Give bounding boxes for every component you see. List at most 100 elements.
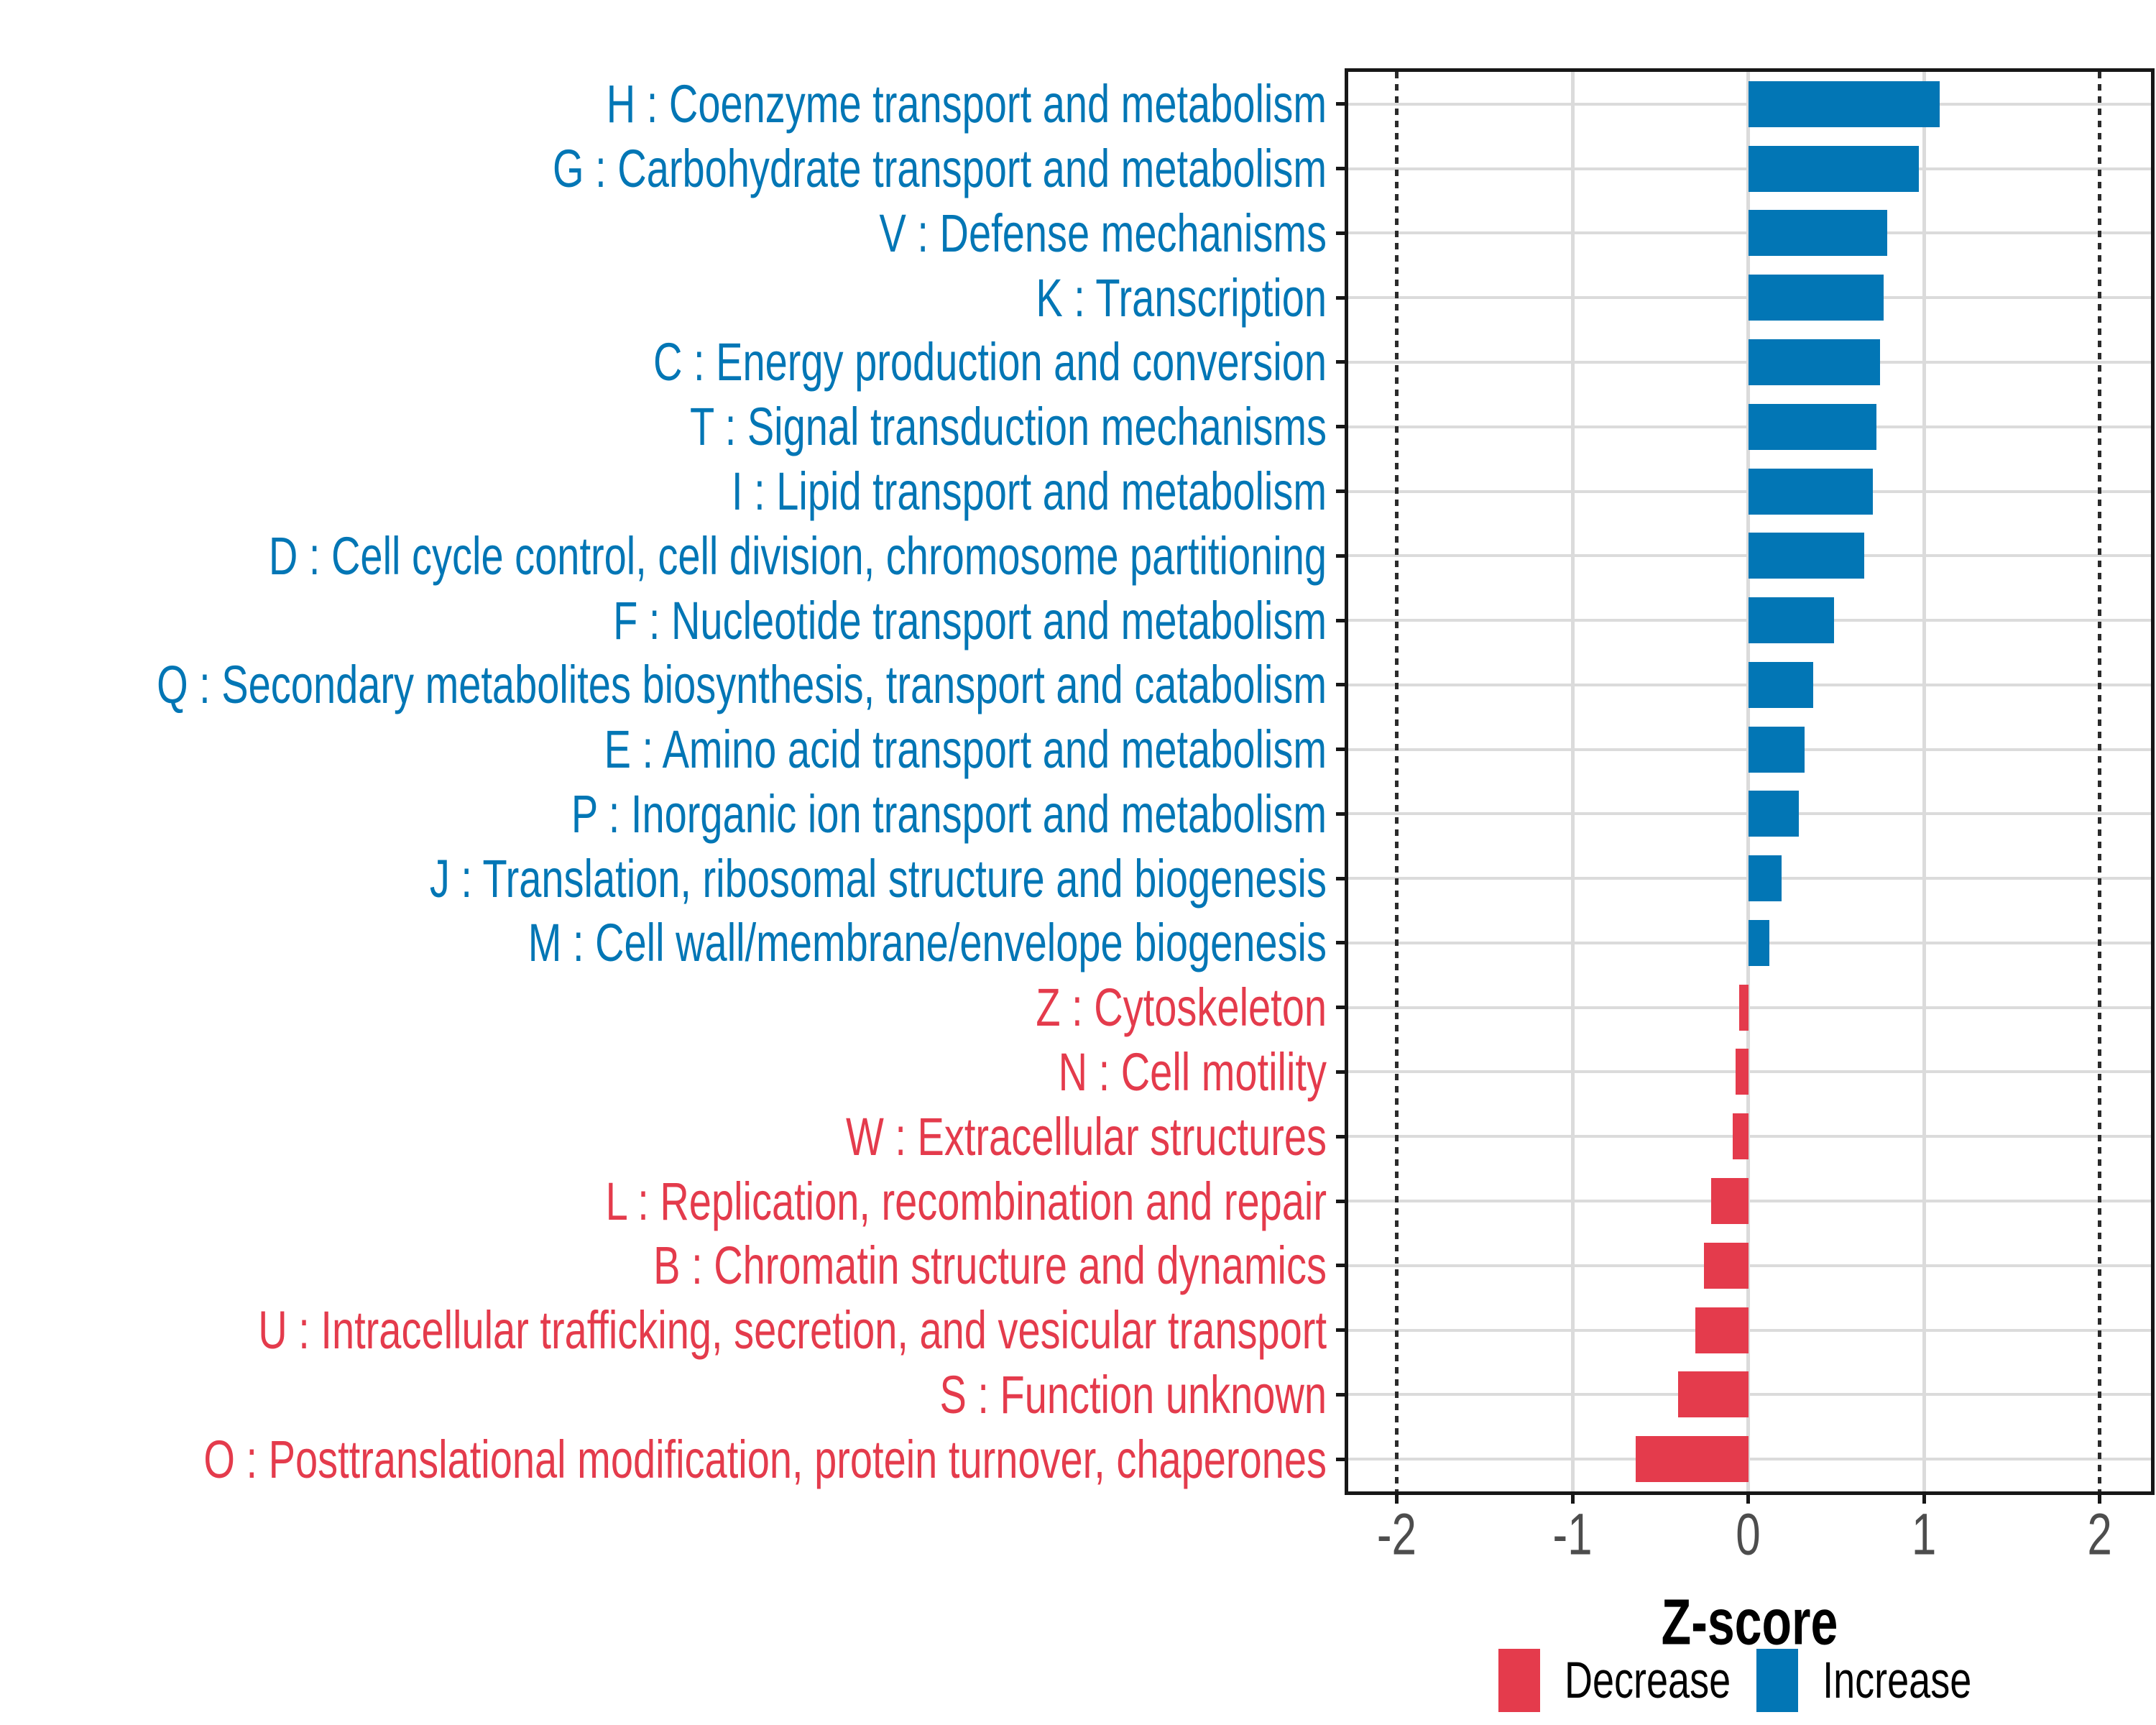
x-axis-tick bbox=[1570, 1491, 1575, 1504]
x-axis-title-text: Z-score bbox=[1661, 1586, 1838, 1659]
category-label-text: T : Signal transduction mechanisms bbox=[689, 397, 1327, 457]
y-axis-tick bbox=[1336, 425, 1348, 429]
category-label-text: O : Posttranslational modification, prot… bbox=[203, 1429, 1327, 1489]
bar-T bbox=[1748, 403, 1877, 450]
bar-U bbox=[1695, 1307, 1749, 1353]
bar-M bbox=[1748, 919, 1769, 966]
x-axis-tick-label: 0 bbox=[1691, 1502, 1806, 1568]
x-axis-tick bbox=[1746, 1491, 1751, 1504]
bar-C bbox=[1748, 339, 1880, 385]
category-label: H : Coenzyme transport and metabolism bbox=[0, 72, 1327, 137]
y-axis-tick bbox=[1336, 1070, 1348, 1074]
x-axis-tick-label-text: -1 bbox=[1552, 1501, 1593, 1568]
category-label: S : Function unknown bbox=[0, 1362, 1327, 1427]
y-axis-tick bbox=[1336, 167, 1348, 171]
category-label: Q : Secondary metabolites biosynthesis, … bbox=[0, 653, 1327, 717]
category-label: K : Transcription bbox=[0, 265, 1327, 330]
bar-G bbox=[1748, 145, 1919, 192]
category-label: C : Energy production and conversion bbox=[0, 330, 1327, 395]
category-label-text: I : Lipid transport and metabolism bbox=[732, 461, 1327, 522]
y-axis-tick bbox=[1336, 1199, 1348, 1203]
x-axis-tick bbox=[1394, 1491, 1399, 1504]
dotted-reference-line bbox=[2098, 72, 2102, 1491]
bar-V bbox=[1748, 210, 1887, 257]
category-label-text: B : Chromatin structure and dynamics bbox=[653, 1236, 1327, 1296]
x-axis-tick-label-text: 2 bbox=[2087, 1501, 2112, 1568]
bar-H bbox=[1748, 80, 1940, 127]
x-axis-tick-label: -1 bbox=[1515, 1502, 1630, 1568]
y-axis-tick bbox=[1336, 1392, 1348, 1397]
y-axis-tick bbox=[1336, 748, 1348, 752]
x-axis-tick-label-text: 0 bbox=[1736, 1501, 1761, 1568]
bar-K bbox=[1748, 275, 1884, 321]
y-axis-tick bbox=[1336, 1006, 1348, 1010]
x-axis-tick-label: 2 bbox=[2042, 1502, 2156, 1568]
y-axis-tick bbox=[1336, 102, 1348, 106]
category-label-text: F : Nucleotide transport and metabolism bbox=[613, 590, 1327, 650]
category-label-text: V : Defense mechanisms bbox=[879, 203, 1327, 264]
y-axis-tick bbox=[1336, 1328, 1348, 1333]
bar-B bbox=[1704, 1242, 1749, 1289]
y-axis-tick bbox=[1336, 360, 1348, 364]
y-axis-tick bbox=[1336, 1264, 1348, 1268]
increase-color-swatch bbox=[1756, 1649, 1799, 1712]
x-axis-tick bbox=[1922, 1491, 1926, 1504]
category-label-text: D : Cell cycle control, cell division, c… bbox=[268, 525, 1327, 586]
legend-label-increase: Increase bbox=[1823, 1652, 1972, 1709]
bar-O bbox=[1636, 1436, 1749, 1483]
category-label: O : Posttranslational modification, prot… bbox=[0, 1427, 1327, 1491]
category-label: T : Signal transduction mechanisms bbox=[0, 395, 1327, 459]
category-label-text: L : Replication, recombination and repai… bbox=[605, 1171, 1327, 1231]
category-label-text: P : Inorganic ion transport and metaboli… bbox=[571, 783, 1327, 844]
category-label: L : Replication, recombination and repai… bbox=[0, 1169, 1327, 1233]
category-label: J : Translation, ribosomal structure and… bbox=[0, 846, 1327, 911]
category-label: G : Carbohydrate transport and metabolis… bbox=[0, 137, 1327, 201]
bar-D bbox=[1748, 533, 1864, 579]
x-axis-tick-label-text: -2 bbox=[1376, 1501, 1417, 1568]
category-label-text: N : Cell motility bbox=[1058, 1041, 1327, 1103]
decrease-color-swatch bbox=[1498, 1649, 1540, 1712]
x-axis-tick-label: 1 bbox=[1866, 1502, 1981, 1568]
y-axis-tick bbox=[1336, 553, 1348, 558]
y-axis-tick bbox=[1336, 811, 1348, 816]
category-label-text: H : Coenzyme transport and metabolism bbox=[606, 74, 1327, 134]
category-label: V : Defense mechanisms bbox=[0, 201, 1327, 265]
legend-label-decrease: Decrease bbox=[1565, 1652, 1731, 1709]
category-label: Z : Cytoskeleton bbox=[0, 975, 1327, 1040]
bar-L bbox=[1711, 1178, 1749, 1225]
legend-item-increase: Increase bbox=[1756, 1649, 1971, 1712]
legend-item-decrease: Decrease bbox=[1498, 1649, 1731, 1712]
category-label: P : Inorganic ion transport and metaboli… bbox=[0, 781, 1327, 846]
y-axis-tick bbox=[1336, 1457, 1348, 1461]
bar-S bbox=[1677, 1371, 1749, 1418]
category-label-text: Q : Secondary metabolites biosynthesis, … bbox=[157, 655, 1327, 715]
category-label: M : Cell wall/membrane/envelope biogenes… bbox=[0, 911, 1327, 975]
category-label: D : Cell cycle control, cell division, c… bbox=[0, 523, 1327, 588]
category-label-text: W : Extracellular structures bbox=[845, 1106, 1327, 1167]
dotted-reference-line bbox=[1394, 72, 1399, 1491]
category-label-text: Z : Cytoskeleton bbox=[1036, 978, 1327, 1038]
y-axis-tick bbox=[1336, 683, 1348, 687]
category-label: U : Intracellular trafficking, secretion… bbox=[0, 1298, 1327, 1363]
vertical-gridline bbox=[1570, 72, 1575, 1491]
category-label: W : Extracellular structures bbox=[0, 1104, 1327, 1169]
category-label-text: U : Intracellular trafficking, secretion… bbox=[258, 1300, 1327, 1361]
bar-Z bbox=[1739, 984, 1749, 1031]
bar-J bbox=[1748, 855, 1782, 902]
y-axis-tick bbox=[1336, 941, 1348, 945]
y-axis-tick bbox=[1336, 876, 1348, 880]
x-axis-tick bbox=[2098, 1491, 2102, 1504]
category-label-text: G : Carbohydrate transport and metabolis… bbox=[553, 139, 1327, 199]
category-label-text: M : Cell wall/membrane/envelope biogenes… bbox=[528, 913, 1327, 973]
bar-W bbox=[1732, 1113, 1749, 1160]
legend: Decrease Increase bbox=[1498, 1647, 1971, 1714]
x-axis-tick-label-text: 1 bbox=[1911, 1501, 1937, 1568]
bar-I bbox=[1748, 468, 1874, 515]
category-label-text: E : Amino acid transport and metabolism bbox=[604, 719, 1327, 780]
x-axis-title: Z-score bbox=[1348, 1586, 2151, 1658]
y-axis-tick bbox=[1336, 231, 1348, 235]
bar-F bbox=[1748, 597, 1835, 644]
bar-P bbox=[1748, 791, 1800, 837]
y-axis-tick bbox=[1336, 489, 1348, 494]
